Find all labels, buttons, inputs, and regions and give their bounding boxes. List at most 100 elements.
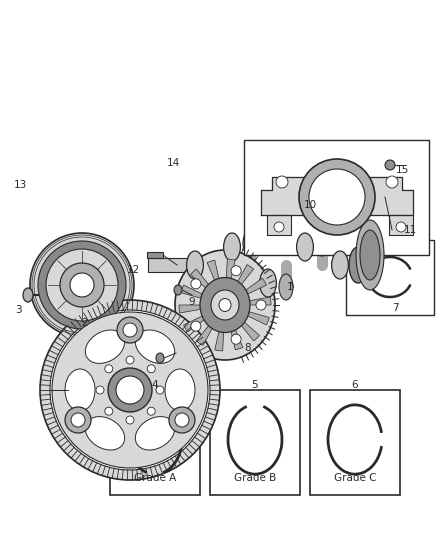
Text: Grade C: Grade C [334, 473, 376, 483]
Circle shape [123, 323, 137, 337]
Circle shape [386, 176, 398, 188]
Text: 10: 10 [304, 200, 317, 210]
Bar [148, 258, 195, 272]
Text: 8: 8 [245, 343, 251, 353]
Circle shape [231, 266, 241, 276]
Circle shape [396, 222, 406, 232]
Circle shape [40, 300, 220, 480]
Circle shape [38, 241, 126, 329]
Text: 5: 5 [252, 380, 258, 390]
Ellipse shape [135, 417, 175, 450]
Text: 6: 6 [352, 380, 358, 390]
Circle shape [191, 321, 201, 331]
Bar [310, 390, 400, 495]
Wedge shape [215, 305, 225, 351]
Ellipse shape [315, 230, 329, 256]
Bar [389, 215, 413, 235]
Wedge shape [225, 305, 269, 325]
Circle shape [70, 273, 94, 297]
Wedge shape [191, 269, 225, 305]
Ellipse shape [206, 274, 220, 300]
Text: 14: 14 [166, 158, 180, 168]
Ellipse shape [175, 250, 275, 360]
Ellipse shape [165, 369, 195, 411]
Ellipse shape [85, 330, 125, 364]
Ellipse shape [297, 233, 314, 261]
Text: 3: 3 [15, 305, 21, 315]
Text: Grade A: Grade A [134, 473, 176, 483]
Circle shape [175, 413, 189, 427]
Text: 4: 4 [152, 380, 158, 390]
Circle shape [60, 263, 104, 307]
Circle shape [117, 317, 143, 343]
Circle shape [256, 300, 266, 310]
Ellipse shape [243, 230, 257, 256]
Circle shape [46, 249, 118, 321]
Ellipse shape [332, 251, 348, 279]
Circle shape [105, 407, 113, 415]
Wedge shape [184, 305, 225, 332]
Ellipse shape [135, 330, 175, 364]
Wedge shape [225, 297, 271, 305]
Circle shape [126, 356, 134, 364]
Ellipse shape [65, 369, 95, 411]
Ellipse shape [23, 288, 33, 302]
Ellipse shape [174, 285, 182, 295]
Circle shape [65, 407, 91, 433]
Text: 9: 9 [189, 297, 195, 307]
Circle shape [147, 365, 155, 373]
Ellipse shape [360, 230, 380, 280]
Bar [346, 240, 434, 315]
Text: 12: 12 [127, 265, 140, 275]
Circle shape [169, 407, 195, 433]
Ellipse shape [279, 274, 293, 300]
Circle shape [276, 176, 288, 188]
Ellipse shape [224, 233, 240, 261]
Bar [210, 390, 300, 495]
Circle shape [116, 376, 144, 404]
Ellipse shape [260, 269, 276, 297]
Bar [147, 252, 163, 258]
Bar [267, 215, 291, 235]
Wedge shape [225, 264, 254, 305]
Circle shape [71, 413, 85, 427]
Text: 1: 1 [287, 282, 293, 292]
Bar [244, 140, 429, 255]
Circle shape [105, 365, 113, 373]
Bar [110, 390, 200, 495]
Circle shape [231, 334, 241, 344]
Circle shape [50, 310, 210, 470]
Wedge shape [225, 305, 243, 350]
Text: 13: 13 [14, 180, 27, 190]
Wedge shape [196, 305, 225, 345]
Circle shape [126, 416, 134, 424]
Circle shape [30, 233, 134, 337]
Polygon shape [261, 177, 413, 215]
Text: 2: 2 [82, 318, 88, 328]
Circle shape [52, 312, 208, 468]
Ellipse shape [219, 298, 231, 311]
Circle shape [299, 159, 375, 235]
Ellipse shape [385, 160, 395, 170]
Circle shape [274, 222, 284, 232]
Text: 11: 11 [403, 225, 417, 235]
Circle shape [147, 407, 155, 415]
Circle shape [191, 279, 201, 289]
Wedge shape [207, 260, 225, 305]
Wedge shape [225, 278, 266, 305]
Ellipse shape [349, 247, 367, 283]
Circle shape [108, 368, 152, 412]
Circle shape [309, 169, 365, 225]
Wedge shape [225, 305, 259, 341]
Wedge shape [181, 285, 225, 305]
Ellipse shape [211, 290, 239, 320]
Ellipse shape [356, 220, 384, 290]
Ellipse shape [156, 353, 164, 363]
Wedge shape [225, 259, 235, 305]
Circle shape [96, 386, 104, 394]
Ellipse shape [200, 278, 250, 333]
Circle shape [156, 386, 164, 394]
Text: 15: 15 [396, 165, 409, 175]
Text: 7: 7 [392, 303, 398, 313]
Wedge shape [179, 305, 225, 313]
